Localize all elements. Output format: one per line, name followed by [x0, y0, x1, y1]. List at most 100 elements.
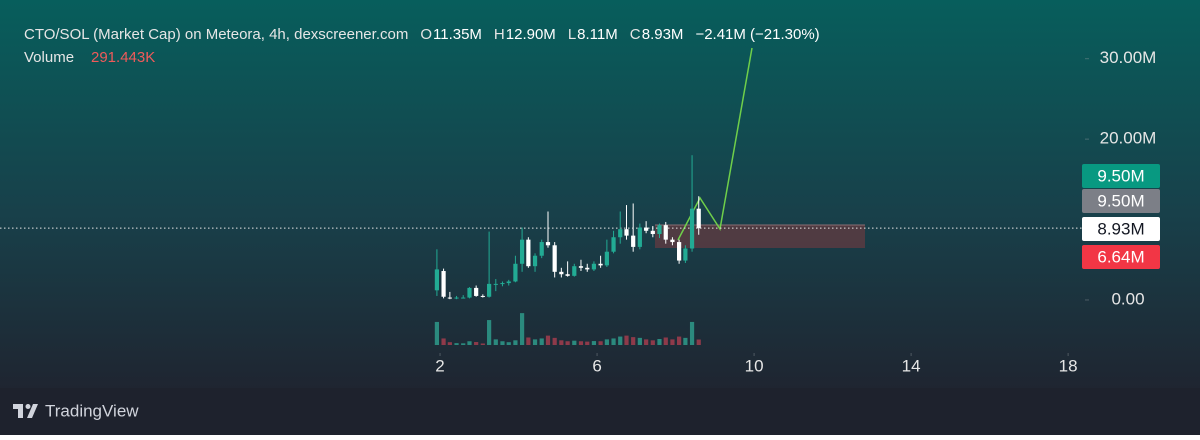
candle-body	[434, 269, 440, 291]
x-tick-label: 10	[745, 356, 764, 375]
candle-body	[572, 266, 577, 276]
candle-body	[532, 255, 538, 267]
volume-bar	[591, 341, 597, 345]
candle-body	[474, 287, 479, 296]
volume-bar	[644, 339, 649, 345]
volume-bar	[585, 341, 590, 345]
candle-body	[585, 267, 590, 270]
volume-bar	[559, 340, 564, 345]
volume-bar	[637, 337, 642, 345]
footer-background	[0, 388, 1200, 435]
volume-bar	[467, 341, 472, 345]
candle-body	[513, 263, 518, 282]
candle-body	[696, 208, 701, 229]
price-label: 8.93M	[1097, 219, 1144, 238]
volume-bar	[624, 335, 629, 345]
volume-value: 291.443K	[91, 49, 155, 66]
candle-body	[689, 208, 695, 249]
volume-bar	[670, 339, 675, 345]
change: −2.41M (−21.30%)	[695, 26, 819, 43]
volume-bar	[434, 321, 440, 345]
candle-body	[631, 235, 636, 247]
ohlc-value: 11.35M	[433, 26, 482, 43]
volume-bar	[572, 340, 577, 345]
y-tick-label: 20.00M	[1100, 129, 1157, 148]
volume-bar	[539, 338, 544, 345]
ohlc-key: C	[630, 26, 641, 43]
volume-bar	[657, 339, 662, 345]
candle-body	[467, 287, 472, 298]
candle-body	[545, 242, 551, 246]
price-label-box	[1082, 189, 1160, 213]
volume-bar	[604, 339, 609, 345]
volume-bar	[487, 320, 492, 345]
brand: TradingView	[45, 401, 139, 420]
volume-name: Volume	[24, 49, 74, 66]
candle-body	[565, 274, 570, 276]
candle-body	[598, 263, 603, 266]
candle-body	[624, 229, 629, 236]
volume-bar	[513, 340, 518, 345]
volume-bar	[696, 339, 701, 345]
candle-body	[604, 251, 609, 266]
candle-body	[637, 227, 642, 247]
volume-bar	[552, 337, 557, 345]
volume-bar	[677, 336, 682, 345]
volume-bar	[480, 343, 485, 345]
volume-bar	[506, 342, 511, 345]
candle-body	[663, 225, 668, 240]
price-label: 9.50M	[1097, 166, 1144, 185]
ohlc-key: L	[568, 26, 576, 43]
volume-bar	[565, 341, 570, 345]
candle-body	[447, 297, 452, 299]
volume-bar	[461, 343, 466, 345]
volume-bar	[474, 342, 479, 345]
y-tick-label: 0.00	[1111, 289, 1144, 308]
candle-body	[591, 263, 597, 270]
candle-body	[506, 281, 511, 284]
ohlc-value: 8.93M	[642, 26, 684, 43]
tradingview-logo	[13, 404, 38, 418]
candle-body	[493, 283, 498, 285]
candle-body	[644, 227, 649, 231]
y-tick-label: 30.00M	[1100, 48, 1157, 67]
projection-line	[677, 47, 753, 241]
candle-body	[618, 229, 623, 238]
candle-body	[480, 295, 485, 297]
price-label: 9.50M	[1097, 191, 1144, 210]
volume-bar	[454, 343, 459, 345]
candle-body	[519, 239, 525, 264]
range-box	[655, 225, 865, 248]
chart-background	[0, 0, 1200, 388]
x-tick-label: 6	[592, 356, 601, 375]
candle-body	[683, 248, 688, 261]
price-label-box	[1082, 164, 1160, 188]
volume-bar	[618, 336, 623, 345]
candle-body	[454, 297, 459, 299]
price-label: 6.64M	[1097, 247, 1144, 266]
candle-body	[526, 239, 531, 267]
candle-body	[670, 239, 675, 243]
candle-body	[650, 230, 655, 235]
ohlc-value: 8.11M	[577, 26, 618, 43]
ohlc-key: H	[494, 26, 505, 43]
volume-bar	[526, 337, 531, 345]
candle-body	[461, 297, 466, 299]
candle-body	[657, 225, 662, 235]
x-tick-label: 2	[435, 356, 444, 375]
volume-bar	[493, 339, 498, 345]
volume-bar	[447, 342, 452, 345]
candle-body	[559, 271, 564, 275]
volume-bar	[611, 338, 616, 345]
volume-bar	[598, 341, 603, 345]
volume-bar	[631, 337, 636, 345]
volume-bar	[545, 335, 551, 345]
candle-body	[578, 266, 584, 268]
volume-bar	[578, 341, 584, 345]
candle-body	[539, 242, 544, 256]
candle-body	[677, 242, 682, 261]
x-tick-label: 18	[1059, 356, 1078, 375]
volume-bar	[519, 313, 525, 345]
candle-body	[441, 271, 446, 297]
